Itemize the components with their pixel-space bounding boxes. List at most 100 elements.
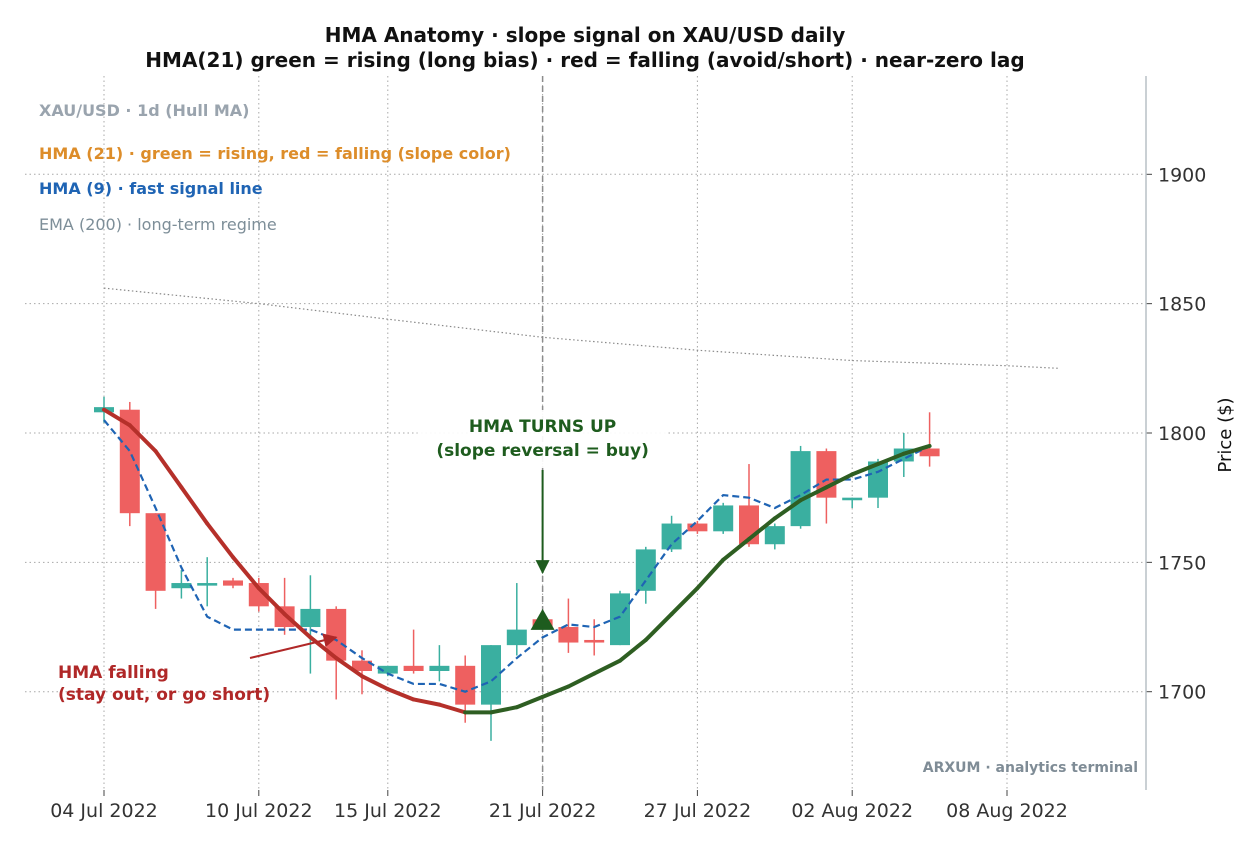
candle-body	[377, 665, 398, 674]
candle-body	[842, 497, 863, 501]
candle-bullish	[713, 502, 734, 534]
candle-body	[584, 639, 605, 643]
candle-bearish	[119, 401, 140, 527]
candle-bullish	[429, 645, 450, 682]
candle-bearish	[248, 577, 269, 612]
y-tick-label: 1850	[1158, 294, 1206, 316]
annotation-down-text: HMA falling	[58, 663, 169, 683]
watermark: ARXUM · analytics terminal	[923, 760, 1138, 776]
candle-bullish	[635, 546, 656, 604]
hma21-segment-falling	[334, 656, 364, 679]
candle-body	[352, 660, 372, 671]
hma21-series	[102, 407, 932, 715]
hma21-segment-falling	[282, 612, 313, 640]
signal-marks	[530, 608, 555, 630]
candle-body	[713, 505, 734, 532]
y-tick-label: 1800	[1158, 423, 1206, 445]
y-tick-label: 1750	[1158, 552, 1206, 574]
hma21-segment-rising	[514, 694, 545, 710]
x-tick-label: 15 Jul 2022	[334, 800, 442, 822]
candle-body	[610, 593, 630, 646]
legend-ema200: EMA (200) · long-term regime	[39, 215, 277, 234]
candle-bearish	[403, 629, 424, 674]
hma9-line	[103, 419, 931, 693]
x-tick-label: 04 Jul 2022	[50, 800, 158, 822]
hma21-segment-falling	[308, 635, 339, 661]
candle-body	[635, 549, 656, 591]
annotation-up-box	[417, 410, 668, 468]
candle-bearish	[687, 520, 708, 534]
axes: 1700 1750 1800 1850 1900 04 Jul 2022 10 Jul 20…	[50, 76, 1206, 822]
hma9-series	[103, 419, 931, 693]
hma21-segment-rising	[850, 462, 880, 477]
candle-bullish	[842, 497, 863, 509]
candle-body	[119, 409, 140, 514]
candle-bullish	[506, 583, 527, 656]
y-axis-label: Price ($)	[1215, 397, 1236, 472]
legend-hma9: HMA (9) · fast signal line	[39, 179, 263, 198]
x-tick-label: 08 Aug 2022	[946, 800, 1068, 822]
candle-bullish	[868, 458, 888, 509]
hma21-segment-rising	[772, 498, 803, 521]
candle-body	[687, 523, 708, 532]
hma21-segment-falling	[179, 485, 210, 526]
annotation-up-text: HMA TURNS UP	[469, 417, 616, 437]
candle-bearish	[584, 619, 605, 656]
x-tick-label: 21 Jul 2022	[489, 800, 597, 822]
annotation-down-arrow	[249, 633, 338, 659]
candle-bullish	[197, 557, 218, 607]
signal-triangle-marker	[530, 608, 555, 630]
candle-bullish	[610, 590, 630, 646]
candle-bearish	[145, 513, 166, 609]
hma21-segment-rising	[721, 537, 751, 562]
candle-body	[223, 580, 243, 586]
hma21-segment-falling	[385, 687, 416, 702]
legend-hma21: HMA (21) · green = rising, red = falling…	[39, 144, 511, 163]
candle-bullish	[661, 515, 682, 552]
y-tick-label: 1700	[1158, 682, 1206, 704]
hma21-segment-rising	[643, 612, 674, 642]
hma21-segment-falling	[127, 423, 158, 454]
candle-body	[868, 461, 888, 498]
annotation-up-text: (slope reversal = buy)	[436, 441, 649, 461]
x-tick-label: 27 Jul 2022	[644, 800, 752, 822]
hma21-segment-rising	[798, 485, 829, 503]
hma21-segment-rising	[489, 705, 519, 715]
hma21-segment-rising	[876, 451, 906, 467]
candle-body	[403, 665, 424, 671]
hma21-segment-rising	[618, 637, 648, 663]
hma21-segment-rising	[669, 586, 700, 617]
ema200-line	[103, 287, 1059, 369]
hma21-segment-rising	[747, 516, 777, 542]
candle-body	[506, 629, 527, 646]
candle-bullish	[790, 445, 811, 529]
hma21-segment-rising	[901, 443, 932, 456]
candle-body	[919, 448, 940, 457]
hma21-segment-rising	[592, 658, 622, 676]
chart-title: HMA Anatomy · slope signal on XAU/USD da…	[325, 23, 846, 47]
candle-body	[197, 583, 218, 586]
annotations: HMA TURNS UP (slope reversal = buy) HMA fa…	[58, 410, 668, 705]
candle-bearish	[919, 412, 940, 467]
candle-bearish	[223, 577, 243, 589]
candle-bullish	[300, 575, 321, 674]
hma21-segment-falling	[437, 702, 468, 715]
candle-body	[661, 523, 682, 550]
candle-body	[790, 451, 811, 527]
hma21-segment-rising	[540, 684, 571, 699]
candle-bullish	[764, 523, 785, 550]
hma21-segment-falling	[231, 555, 261, 591]
hma21-segment-rising	[566, 671, 597, 689]
candle-body	[429, 665, 450, 671]
hma21-segment-rising	[695, 557, 726, 591]
chart-subtitle: HMA(21) green = rising (long bias) · red…	[145, 48, 1024, 72]
hma21-segment-falling	[360, 674, 390, 692]
candle-bullish	[481, 645, 501, 741]
y-tick-label: 1900	[1158, 164, 1206, 186]
candle-body	[300, 608, 321, 628]
annotation-down-text: (stay out, or go short)	[58, 685, 270, 705]
candle-body	[455, 665, 476, 705]
hma21-segment-falling	[256, 586, 287, 617]
legend-main: XAU/USD · 1d (Hull MA)	[39, 101, 249, 120]
